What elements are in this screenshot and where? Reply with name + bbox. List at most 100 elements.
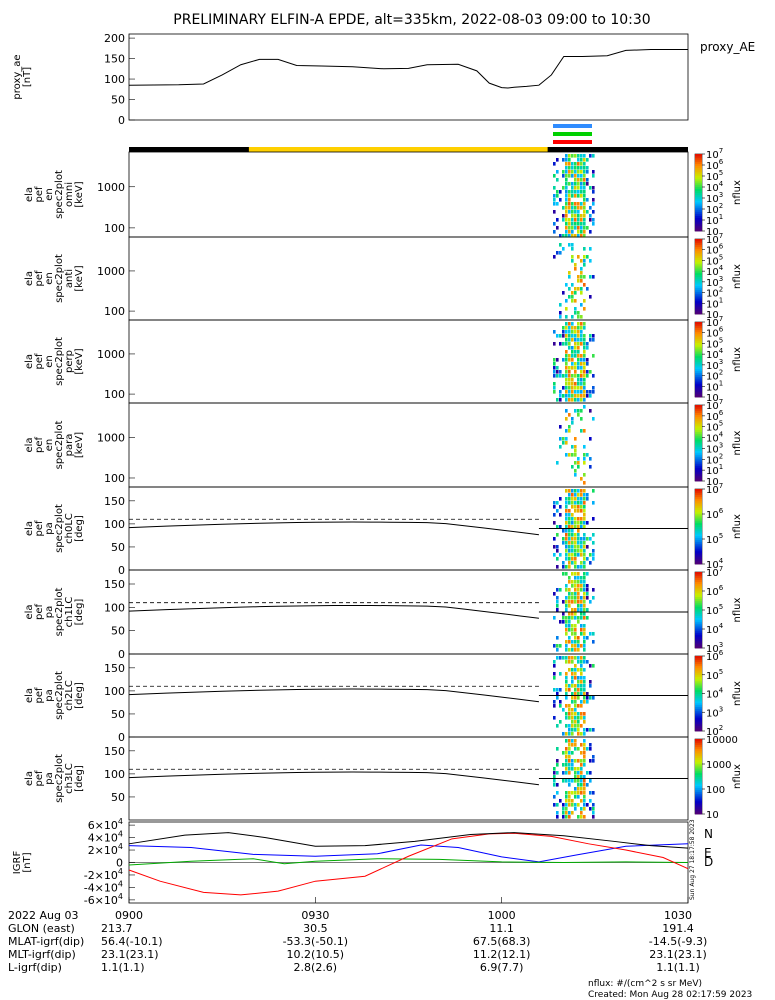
spectrogram-pixel — [580, 382, 583, 386]
spectrogram-pixel — [574, 580, 577, 584]
spectrogram-pixel — [574, 616, 577, 620]
colorbar-swatch — [695, 617, 702, 620]
colorbar-swatch — [695, 418, 702, 421]
spectrogram-pixel — [583, 565, 586, 569]
spectrogram-pixel — [565, 684, 568, 688]
colorbar-label: nflux — [732, 430, 743, 455]
spectrogram-pixel — [583, 739, 586, 743]
spectrogram-pixel — [553, 358, 556, 362]
spectrogram-pixel — [556, 791, 559, 795]
spectrogram-pixel — [571, 561, 574, 565]
spectrogram-pixel — [556, 549, 559, 553]
spectrogram-pixel — [574, 572, 577, 576]
science-zone-bar — [553, 124, 592, 128]
spectrogram-pixel — [577, 342, 580, 346]
spectrogram-pixel — [562, 561, 565, 565]
spectrogram-pixel — [583, 751, 586, 755]
spectrogram-pixel — [577, 775, 580, 779]
spectrogram-pixel — [568, 712, 571, 716]
spectrogram-pixel — [574, 668, 577, 672]
spectrogram-pixel — [553, 688, 556, 692]
spectrogram-pixel — [583, 716, 586, 720]
colorbar-swatch — [695, 632, 702, 636]
spectrogram-pixel — [580, 616, 583, 620]
spectrogram-pixel — [583, 275, 586, 279]
spectrogram-pixel — [574, 505, 577, 509]
spectrogram-pixel — [583, 517, 586, 521]
colorbar-swatch — [695, 420, 702, 423]
spectrogram-pixel — [574, 409, 577, 413]
spectrogram-pixel — [565, 154, 568, 158]
colorbar-swatch — [695, 689, 702, 693]
spectrogram-pixel — [583, 218, 586, 222]
spectrogram-pixel — [568, 489, 571, 493]
spectrogram-pixel — [583, 457, 586, 461]
spectrogram-pixel — [565, 565, 568, 569]
colorbar-swatch — [695, 672, 702, 676]
colorbar-swatch — [695, 800, 702, 804]
colorbar-swatch — [695, 335, 702, 338]
spectrogram-pixel — [574, 222, 577, 226]
spectrogram-pixel — [565, 338, 568, 342]
x-tick-value-time: 0930 — [301, 909, 329, 922]
colorbar-swatch — [695, 389, 702, 392]
spectrogram-pixel — [571, 513, 574, 517]
spectrogram-pixel — [571, 716, 574, 720]
colorbar-swatch — [695, 799, 702, 802]
spectrogram-pixel — [559, 425, 562, 429]
colorbar-tick-label: 101 — [706, 296, 723, 310]
spectrogram-pixel — [571, 700, 574, 704]
colorbar-swatch — [695, 272, 702, 276]
spectrogram-pixel — [577, 338, 580, 342]
spectrogram-pixel — [556, 202, 559, 206]
spectrogram-pixel — [571, 580, 574, 584]
colorbar-swatch — [695, 784, 702, 787]
spectrogram-pixel — [574, 394, 577, 398]
colorbar-swatch — [695, 374, 702, 377]
spectrogram-pixel — [556, 218, 559, 222]
spectrogram-pixel — [583, 210, 586, 214]
spectrogram-pixel — [577, 815, 580, 819]
y-tick-label: 150 — [104, 495, 125, 508]
colorbar-swatch — [695, 530, 702, 533]
spectrogram-pixel — [592, 557, 595, 561]
spectrogram-pixel — [583, 521, 586, 525]
spectrogram-pixel — [580, 315, 583, 319]
colorbar-swatch — [695, 265, 702, 268]
colorbar-swatch — [695, 225, 702, 228]
colorbar-swatch — [695, 441, 702, 444]
spectrogram-pixel — [592, 174, 595, 178]
spectrogram-pixel — [583, 580, 586, 584]
spectrogram-pixel — [577, 648, 580, 652]
spectrogram-pixel — [577, 644, 580, 648]
colorbar-tick-label: 103 — [706, 641, 723, 655]
spectrogram-pixel — [571, 366, 574, 370]
colorbar-swatch — [695, 776, 702, 779]
spectrogram-pixel — [556, 724, 559, 728]
spectrogram-pixel — [568, 390, 571, 394]
colorbar-swatch — [695, 665, 702, 668]
colorbar-swatch — [695, 284, 702, 287]
spectrogram-pixel — [592, 154, 595, 158]
spectrogram-pixel — [559, 198, 562, 202]
colorbar-tick-label: 103 — [706, 441, 723, 455]
spectrogram-pixel — [571, 489, 574, 493]
colorbar-swatch — [695, 204, 702, 207]
spectrogram-pixel — [583, 461, 586, 465]
colorbar-swatch — [695, 704, 702, 708]
spectrogram-pixel — [553, 664, 556, 668]
spectrogram-pixel — [571, 632, 574, 636]
spectrogram-pixel — [553, 592, 556, 596]
igrf-panel: -6×104-4×104-2×10402×1044×1046×104NEDIGR… — [12, 817, 713, 907]
spectrogram-pixel — [577, 234, 580, 238]
spectrogram-pixel — [577, 803, 580, 807]
spectrogram-pixel — [577, 226, 580, 230]
spectrogram-pixel — [565, 572, 568, 576]
spectrogram-pixel — [556, 170, 559, 174]
spectrogram-pixel — [559, 243, 562, 247]
spectrogram-pixel — [583, 255, 586, 259]
spectrogram-pixel — [586, 592, 589, 596]
spectrogram-pixel — [574, 779, 577, 783]
y-tick-label: 4×104 — [88, 830, 123, 845]
spectrogram-pixel — [565, 182, 568, 186]
